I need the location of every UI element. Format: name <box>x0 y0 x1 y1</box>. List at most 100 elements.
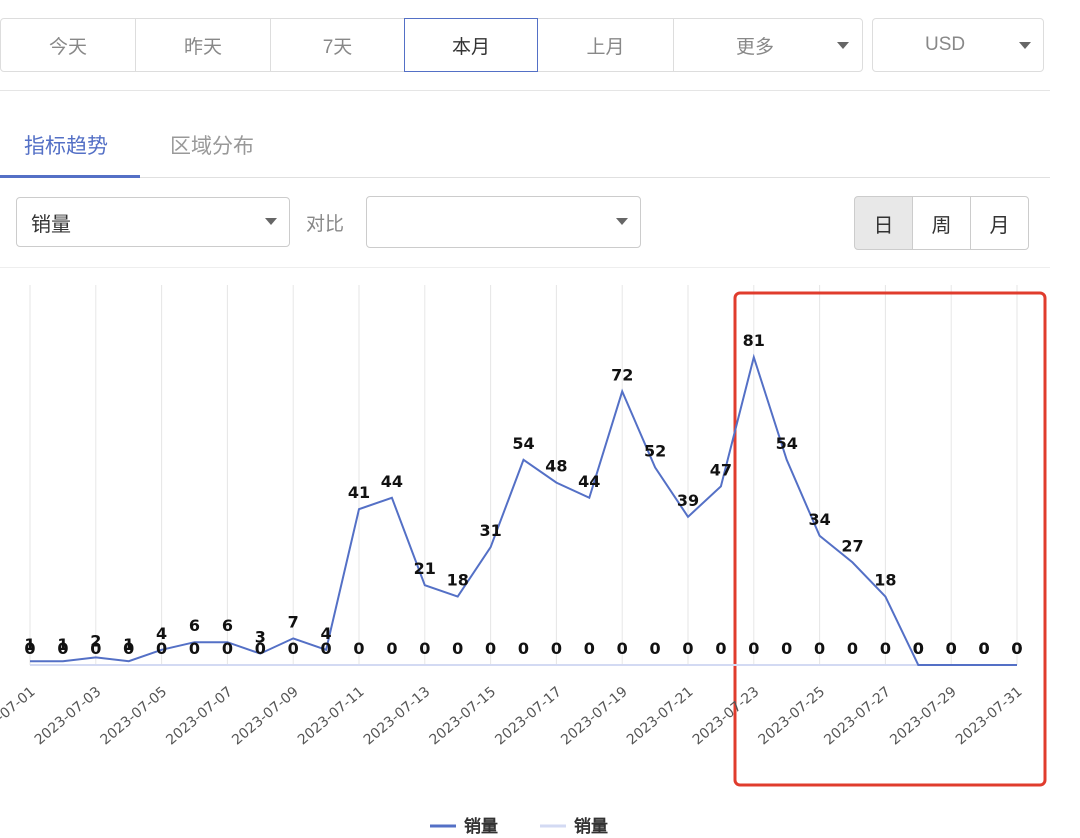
data-label: 0 <box>90 639 101 658</box>
data-label: 1 <box>24 635 35 654</box>
data-label: 0 <box>781 639 792 658</box>
data-label: 0 <box>650 639 661 658</box>
divider <box>0 267 1050 268</box>
data-label: 18 <box>874 571 896 590</box>
data-label: 0 <box>979 639 990 658</box>
data-label: 54 <box>512 434 534 453</box>
data-label: 0 <box>123 639 134 658</box>
data-label: 44 <box>381 472 403 491</box>
data-label: 41 <box>348 483 370 502</box>
data-label: 0 <box>485 639 496 658</box>
legend-label: 销量 <box>574 816 608 837</box>
x-tick-label: 2023-07-21 <box>624 684 697 749</box>
data-label: 31 <box>479 521 501 540</box>
caret <box>265 218 277 225</box>
tab[interactable]: 指标趋势 <box>24 135 108 158</box>
data-label: 48 <box>545 457 567 476</box>
date-button[interactable]: 上月 <box>537 18 674 72</box>
data-label: 39 <box>677 491 699 510</box>
x-tick-label: 2023-07-31 <box>953 684 1026 749</box>
data-label: 47 <box>710 460 732 479</box>
data-label: 6 <box>222 616 233 635</box>
data-label: 0 <box>748 639 759 658</box>
date-button[interactable]: 本月 <box>404 18 538 72</box>
data-label: 0 <box>979 639 990 658</box>
data-label: 72 <box>611 365 633 384</box>
divider <box>0 90 1050 91</box>
metric-select[interactable]: 销量 <box>16 197 290 247</box>
data-label: 0 <box>847 639 858 658</box>
data-label: 0 <box>419 639 430 658</box>
compare-label: 对比 <box>306 214 345 235</box>
data-label: 4 <box>321 624 332 643</box>
tab-indicator <box>0 175 140 178</box>
x-tick-label: 2023-07-25 <box>756 684 829 749</box>
data-label: 6 <box>189 616 200 635</box>
data-label: 0 <box>222 639 233 658</box>
data-label: 0 <box>715 639 726 658</box>
x-tick-label: 2023-07-19 <box>558 684 631 749</box>
data-label: 0 <box>946 639 957 658</box>
data-label: 21 <box>414 559 436 578</box>
compare-select[interactable] <box>366 196 641 248</box>
x-tick-label: 2023-07-07 <box>163 684 236 749</box>
caret <box>1019 42 1031 49</box>
date-button[interactable]: 今天 <box>0 18 136 72</box>
data-label: 0 <box>584 639 595 658</box>
label: 销量 <box>31 213 71 236</box>
data-label: 18 <box>447 571 469 590</box>
data-label: 0 <box>617 639 628 658</box>
data-label: 0 <box>189 639 200 658</box>
data-label: 52 <box>644 441 666 460</box>
tab[interactable]: 区域分布 <box>170 135 254 158</box>
data-label: 0 <box>880 639 891 658</box>
data-label: 0 <box>386 639 397 658</box>
data-label: 27 <box>841 536 863 555</box>
x-tick-label: 2023-07-09 <box>229 684 302 749</box>
data-label: 7 <box>288 612 299 631</box>
data-label: 0 <box>321 639 332 658</box>
legend-label: 销量 <box>464 816 498 837</box>
x-tick-label: 2023-07-27 <box>821 684 894 749</box>
data-label: 54 <box>776 434 798 453</box>
caret <box>837 42 849 49</box>
date-button[interactable]: 7天 <box>270 18 405 72</box>
line <box>30 353 1017 666</box>
data-label: 4 <box>156 624 167 643</box>
data-label: 0 <box>913 639 924 658</box>
x-tick-label: 2023-07-17 <box>492 684 565 749</box>
x-tick-label: 2023-07-23 <box>690 684 763 749</box>
x-tick-label: 2023-07-05 <box>98 684 171 749</box>
data-label: 0 <box>57 639 68 658</box>
divider <box>0 177 1050 178</box>
data-label: 81 <box>743 331 765 350</box>
date-button[interactable]: 昨天 <box>135 18 271 72</box>
caret <box>616 218 628 225</box>
period-button[interactable]: 日 <box>854 196 913 250</box>
x-tick-label: 2023-07-15 <box>427 684 500 749</box>
data-label: 3 <box>255 628 266 647</box>
currency-dropdown[interactable]: USD <box>872 18 1044 72</box>
data-label: 1 <box>57 635 68 654</box>
data-label: 0 <box>913 639 924 658</box>
data-label: 0 <box>1011 639 1022 658</box>
x-tick-label: 2023-07-11 <box>295 684 368 749</box>
data-label: 0 <box>1011 639 1022 658</box>
period-button[interactable]: 月 <box>970 196 1029 250</box>
data-label: 34 <box>808 510 830 529</box>
data-label: 0 <box>814 639 825 658</box>
x-tick-label: 2023-07-13 <box>361 684 434 749</box>
x-tick-label: 2023-07-29 <box>887 684 960 749</box>
label: 更多 <box>736 36 775 58</box>
data-label: 0 <box>255 639 266 658</box>
more-dropdown[interactable]: 更多 <box>673 18 863 72</box>
data-label: 0 <box>24 639 35 658</box>
highlight-box <box>733 291 1047 787</box>
data-label: 0 <box>518 639 529 658</box>
data-label: 44 <box>578 472 600 491</box>
data-label: 2 <box>90 631 101 650</box>
data-label: 0 <box>946 639 957 658</box>
data-label: 0 <box>353 639 364 658</box>
